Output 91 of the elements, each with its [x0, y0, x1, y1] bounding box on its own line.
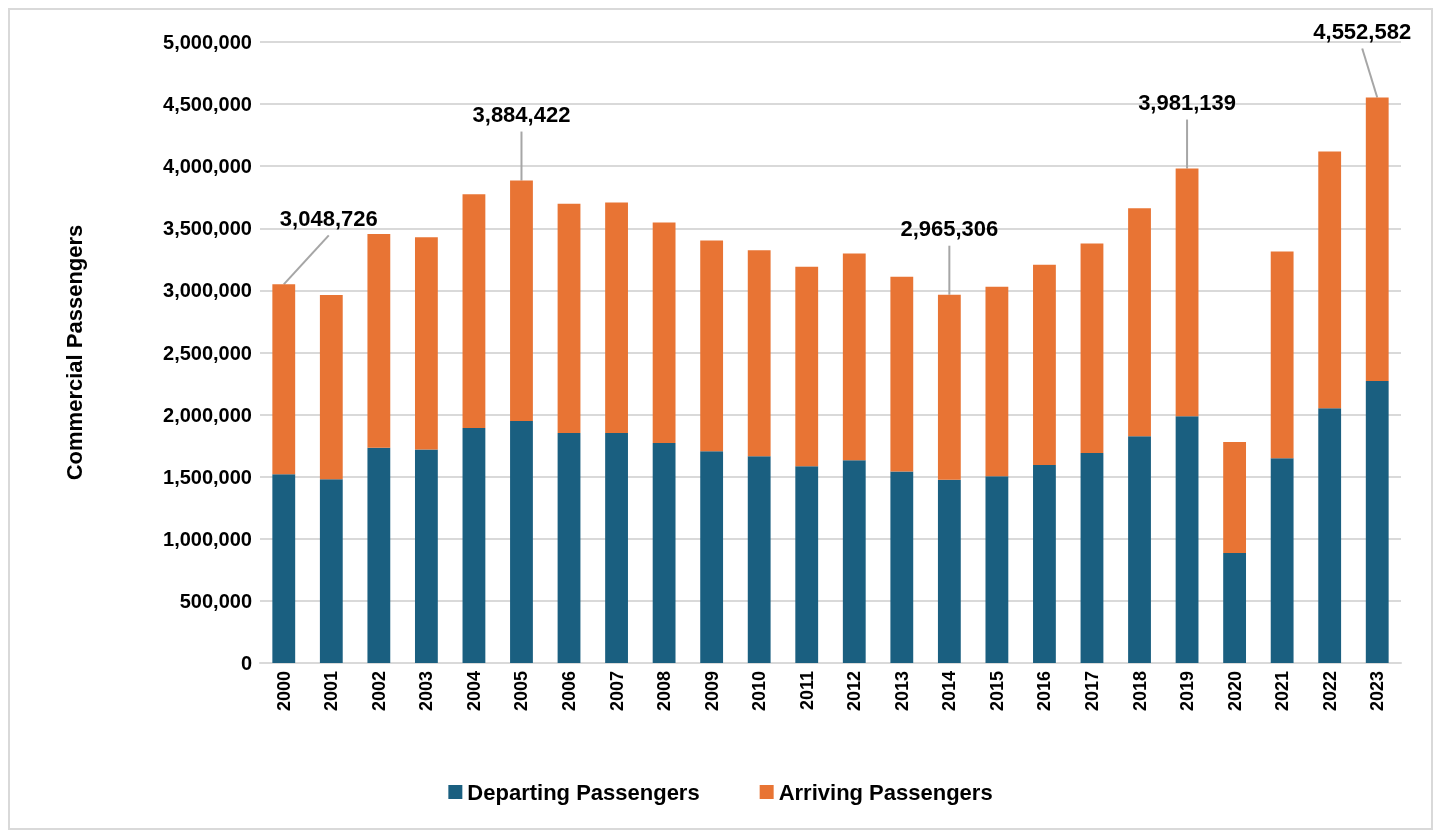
x-tick-label: 2022 [1319, 671, 1340, 712]
x-tick-label: 2009 [701, 671, 722, 712]
bar [700, 240, 724, 452]
x-tick-label: 2021 [1272, 671, 1293, 712]
x-tick-label: 2012 [844, 671, 865, 712]
x-tick-label: 2013 [891, 671, 912, 712]
bar [795, 466, 819, 663]
bar [414, 237, 438, 450]
legend-label: Arriving Passengers [778, 779, 993, 805]
bar [1033, 464, 1056, 663]
bar [462, 427, 486, 663]
bar [367, 234, 391, 448]
x-tick-label: 2001 [321, 671, 342, 712]
x-tick-label: 2014 [939, 671, 960, 712]
bar [747, 456, 771, 663]
y-tick-label: 3,500,000 [163, 217, 252, 240]
x-tick-label: 2018 [1129, 671, 1150, 712]
bar [937, 479, 961, 663]
bar [1223, 552, 1247, 663]
bar [367, 447, 391, 663]
bar [985, 476, 1009, 663]
annotation: 3,884,422 [472, 102, 571, 128]
x-tick-label: 2017 [1081, 671, 1102, 712]
bar [1175, 168, 1199, 417]
y-tick-label: 0 [240, 652, 252, 674]
bar [605, 432, 628, 663]
x-tick-label: 2023 [1367, 671, 1388, 712]
bar [557, 432, 581, 663]
y-axis-title: Commercial Passengers [61, 224, 87, 481]
bar [890, 471, 914, 663]
bar [319, 479, 343, 663]
y-tick-label: 2,500,000 [163, 341, 252, 364]
bar [319, 295, 343, 480]
x-tick-label: 2019 [1177, 671, 1198, 712]
x-tick-label: 2010 [749, 671, 770, 712]
bar [272, 474, 296, 663]
x-tick-label: 2002 [368, 671, 389, 712]
bar [842, 253, 866, 461]
x-tick-label: 2000 [273, 671, 294, 712]
x-tick-label: 2016 [1034, 671, 1055, 712]
bar [1175, 416, 1199, 663]
x-tick-label: 2007 [606, 671, 627, 712]
y-tick-label: 5,000,000 [163, 31, 252, 53]
y-tick-label: 3,000,000 [163, 279, 252, 302]
legend-label: Departing Passengers [467, 779, 700, 805]
bar [462, 194, 486, 428]
bar [1270, 458, 1294, 663]
x-tick-label: 2006 [559, 671, 580, 712]
x-tick-label: 2003 [416, 671, 437, 712]
annotation: 4,552,582 [1313, 19, 1412, 45]
x-tick-label: 2008 [654, 671, 675, 712]
bar [605, 202, 628, 433]
bar [985, 286, 1009, 477]
y-tick-label: 4,000,000 [163, 155, 252, 178]
bar [795, 266, 819, 467]
bar [1128, 208, 1151, 437]
bar [272, 284, 296, 475]
x-tick-label: 2015 [986, 671, 1007, 712]
bar [1080, 452, 1104, 663]
bar [1270, 251, 1294, 459]
bar [1128, 436, 1151, 663]
annotation: 3,981,139 [1138, 90, 1236, 116]
x-tick-label: 2005 [511, 671, 532, 712]
bar [414, 449, 438, 663]
bar [1365, 381, 1389, 663]
bar [510, 180, 533, 422]
y-tick-label: 1,500,000 [163, 465, 252, 488]
x-tick-label: 2004 [463, 671, 484, 712]
bar [937, 294, 961, 480]
y-tick-label: 2,000,000 [163, 403, 252, 426]
bar [510, 421, 533, 663]
bar [652, 222, 676, 444]
x-tick-label: 2011 [796, 671, 817, 711]
y-tick-label: 1,000,000 [163, 527, 252, 550]
y-tick-label: 4,500,000 [163, 93, 252, 116]
annotation: 3,048,726 [279, 205, 378, 231]
bar [557, 203, 581, 433]
bar [747, 250, 771, 457]
bar [1223, 442, 1247, 553]
x-tick-label: 2020 [1224, 671, 1245, 712]
bar [842, 460, 866, 663]
bar [700, 451, 724, 663]
bar [652, 443, 676, 663]
annotation: 2,965,306 [900, 216, 999, 242]
y-tick-label: 500,000 [179, 589, 252, 612]
bar [890, 276, 914, 472]
bar [1318, 408, 1342, 663]
bar [1033, 264, 1056, 465]
bar [1365, 97, 1389, 382]
bar [1318, 151, 1342, 409]
bar [1080, 243, 1104, 453]
